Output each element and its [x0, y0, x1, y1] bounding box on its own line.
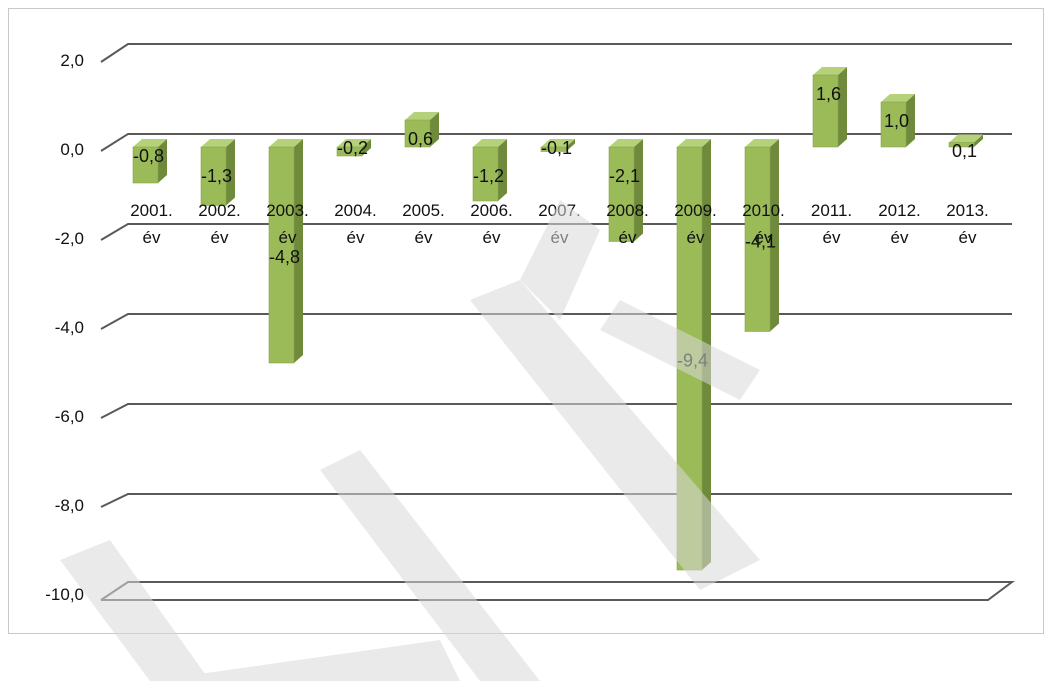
bar-side [838, 67, 847, 147]
x-category-label: 2002. [198, 201, 241, 220]
data-label: -0,8 [133, 146, 164, 166]
gridline [100, 223, 1012, 241]
bar-side [906, 94, 915, 147]
bar-top [473, 139, 507, 147]
y-tick-label: -6,0 [55, 407, 84, 426]
data-label: 1,6 [816, 84, 841, 104]
x-category-label: 2008. [606, 201, 649, 220]
bar [948, 142, 975, 148]
bar-side [362, 139, 371, 156]
bar-top [337, 139, 371, 147]
bar-top [201, 139, 235, 147]
y-tick-label: -4,0 [55, 318, 84, 337]
bar [336, 146, 363, 157]
y-axis-ticks: 2,0 0,0 -2,0 -4,0 -6,0 -8,0 -10,0 [45, 51, 84, 604]
y-tick-label: -2,0 [55, 229, 84, 248]
x-category-label: 2001. [130, 201, 173, 220]
x-category-label: év [619, 228, 637, 247]
x-category-label: év [143, 228, 161, 247]
x-category-label: 2003. [266, 201, 309, 220]
x-category-label: 2011. [811, 201, 852, 220]
data-label: 0,6 [408, 129, 433, 149]
bar [880, 101, 907, 148]
bar-top [949, 134, 983, 143]
bar-top [813, 67, 847, 75]
x-category-label: év [891, 228, 909, 247]
bar [404, 119, 431, 148]
x-axis-categories: 2001. év 2002. év 2003. év 2004. év 2005. év 2006.… [130, 201, 989, 247]
x-category-label: év [959, 228, 977, 247]
data-label: -9,4 [677, 351, 708, 371]
x-category-label: 2006. [470, 201, 513, 220]
data-label: -2,1 [609, 166, 640, 186]
bar-top [133, 139, 167, 147]
x-category-label: 2010. [742, 201, 785, 220]
bar [472, 146, 499, 202]
gridline [100, 313, 1012, 330]
bar-side [634, 139, 643, 242]
x-category-label: év [211, 228, 229, 247]
bar-side [158, 139, 167, 183]
bar-top [881, 94, 915, 102]
x-category-label: év [483, 228, 501, 247]
x-category-label: év [279, 228, 297, 247]
bar-side [566, 139, 575, 152]
bar [540, 146, 567, 152]
bar-side [430, 112, 439, 147]
x-category-label: 2012. [878, 201, 921, 220]
x-category-label: 2013. [946, 201, 989, 220]
gridlines [100, 43, 1015, 601]
bar-top [269, 139, 303, 147]
bar-side [974, 134, 983, 147]
y-tick-label: 2,0 [60, 51, 84, 70]
bar [200, 146, 227, 206]
bar-top [541, 139, 575, 147]
bar-top [677, 139, 711, 147]
x-category-label: 2009. [674, 201, 717, 220]
bar [608, 146, 635, 242]
data-label: -4,1 [745, 231, 776, 251]
gridline [100, 43, 1012, 63]
gridline [100, 493, 1012, 508]
data-label: -4,8 [269, 247, 300, 267]
data-label: 1,0 [884, 111, 909, 131]
bar-side [498, 139, 507, 201]
data-label: -0,1 [541, 138, 572, 158]
bar [812, 74, 839, 148]
x-category-label: év [551, 228, 569, 247]
bar-side [770, 139, 779, 332]
bar [268, 146, 295, 364]
x-category-label: 2005. [402, 201, 445, 220]
x-category-label: év [415, 228, 433, 247]
bar-side [294, 139, 303, 363]
bar [132, 146, 159, 184]
x-category-label: év [755, 228, 773, 247]
data-label: -0,2 [337, 138, 368, 158]
bar-top [609, 139, 643, 147]
x-category-label: 2004. [334, 201, 377, 220]
gridline [100, 403, 1012, 419]
bar-top [405, 112, 439, 120]
x-category-label: év [347, 228, 365, 247]
x-category-label: év [823, 228, 841, 247]
floor-line [100, 581, 1015, 601]
y-tick-label: -10,0 [45, 585, 84, 604]
data-label: -1,2 [473, 166, 504, 186]
bar-side [226, 139, 235, 206]
gridline [100, 133, 1012, 152]
bar-top [745, 139, 779, 147]
data-labels: -0,8 -1,3 -4,8 -0,2 0,6 -1,2 -0,1 -2,1 -9,4 -4,1 1… [133, 84, 977, 371]
data-label: -1,3 [201, 166, 232, 186]
y-tick-label: -8,0 [55, 496, 84, 515]
data-label: 0,1 [952, 141, 977, 161]
x-category-label: év [687, 228, 705, 247]
y-tick-label: 0,0 [60, 140, 84, 159]
x-category-label: 2007. [538, 201, 581, 220]
